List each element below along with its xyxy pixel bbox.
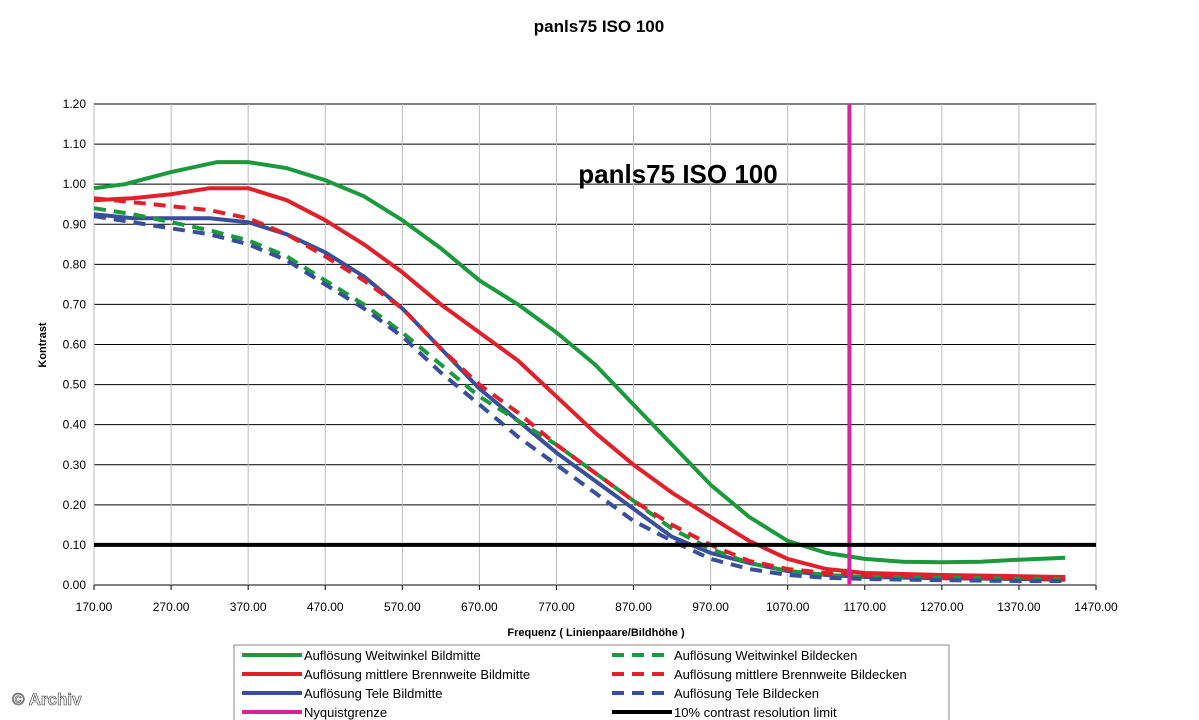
legend-label: Auflösung Tele Bildecken — [674, 686, 819, 701]
x-tick-label: 1170.00 — [844, 600, 887, 614]
x-tick-label: 670.00 — [461, 600, 498, 614]
series-line-auflo-sung-weitwinkel-bildmitte — [93, 160, 1066, 565]
legend-label: Auflösung Weitwinkel Bildecken — [674, 648, 857, 663]
y-tick-label: 0.50 — [63, 378, 87, 392]
y-axis-label: Kontrast — [37, 322, 49, 368]
x-tick-label: 270.00 — [153, 600, 190, 614]
y-tick-label: 0.20 — [63, 498, 87, 512]
grid — [93, 103, 1097, 590]
legend-label: 10% contrast resolution limit — [674, 705, 837, 720]
legend-label: Nyquistgrenze — [304, 705, 387, 720]
reference-lines — [94, 104, 1096, 585]
legend-label: Auflösung mittlere Brennweite Bildecken — [674, 667, 907, 682]
legend-label: Auflösung Tele Bildmitte — [304, 686, 443, 701]
tick-labels: 0.00 0.10 0.20 0.30 0.40 0.50 0.60 0.70 0.80 0.90… — [63, 97, 1118, 614]
y-tick-label: 1.00 — [63, 177, 87, 191]
legend-label: Auflösung mittlere Brennweite Bildmitte — [304, 667, 530, 682]
y-tick-label: 0.00 — [63, 578, 87, 592]
y-tick-label: 0.60 — [63, 338, 87, 352]
y-tick-label: 0.10 — [63, 538, 87, 552]
x-tick-label: 970.00 — [692, 600, 729, 614]
x-tick-label: 1470.00 — [1074, 600, 1118, 614]
series-line-auflo-sung-mittlere-brennweite-bildmitte — [93, 186, 1066, 579]
x-tick-label: 570.00 — [384, 600, 421, 614]
y-tick-label: 0.40 — [63, 418, 87, 432]
y-tick-label: 0.90 — [63, 217, 87, 231]
x-tick-label: 870.00 — [615, 600, 652, 614]
x-tick-label: 1070.00 — [766, 600, 810, 614]
legend-label: Auflösung Weitwinkel Bildmitte — [304, 648, 481, 663]
y-tick-label: 0.30 — [63, 458, 87, 472]
series-line-auflo-sung-tele-bildmitte — [93, 212, 1066, 582]
legend-box — [233, 644, 950, 720]
x-tick-label: 470.00 — [307, 600, 344, 614]
chart-title: panls75 ISO 100 — [534, 17, 664, 36]
x-tick-label: 170.00 — [76, 600, 113, 614]
inner-chart-title: panls75 ISO 100 — [578, 159, 777, 189]
y-tick-label: 0.70 — [63, 297, 87, 311]
series-line-auflo-sung-tele-bildecken — [93, 214, 1066, 583]
legend: Auflösung Weitwinkel Bildmitte Auflösung … — [233, 644, 950, 720]
series-line-auflo-sung-weitwinkel-bildecken — [93, 206, 1066, 581]
series-lines — [93, 160, 1066, 583]
y-tick-label: 1.20 — [63, 97, 87, 111]
series-line-auflo-sung-mittlere-brennweite-bildecken — [93, 196, 1066, 581]
x-tick-label: 1370.00 — [997, 600, 1041, 614]
x-tick-label: 770.00 — [538, 600, 575, 614]
x-axis-label: Frequenz ( Linienpaare/Bildhöhe ) — [507, 627, 685, 639]
x-tick-label: 1270.00 — [920, 600, 964, 614]
y-tick-label: 1.10 — [63, 137, 87, 151]
y-tick-label: 0.80 — [63, 257, 87, 271]
x-tick-label: 370.00 — [230, 600, 267, 614]
copyright-watermark: © Archiv — [12, 690, 82, 709]
